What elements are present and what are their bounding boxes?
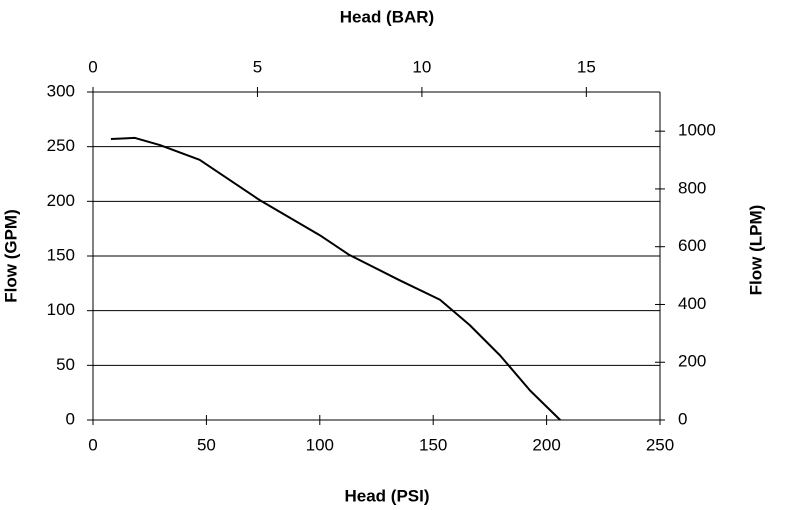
- y-tick-label: 300: [47, 81, 75, 100]
- x2-tick-label: 15: [577, 57, 596, 76]
- x-axis-title: Head (PSI): [344, 486, 429, 505]
- x2-tick-label: 10: [412, 57, 431, 76]
- y-axis-title: Flow (GPM): [1, 209, 20, 302]
- y2-tick-label: 1000: [678, 121, 716, 140]
- y2-tick-label: 200: [678, 352, 706, 371]
- x2-axis-title: Head (BAR): [340, 7, 434, 26]
- x-tick-label: 250: [646, 435, 674, 454]
- x-tick-label: 100: [306, 435, 334, 454]
- y-tick-label: 0: [66, 409, 75, 428]
- y2-tick-label: 600: [678, 236, 706, 255]
- x-tick-label: 0: [88, 435, 97, 454]
- y2-tick-label: 0: [678, 409, 687, 428]
- y2-tick-label: 400: [678, 294, 706, 313]
- x-tick-label: 50: [197, 435, 216, 454]
- y-tick-label: 150: [47, 245, 75, 264]
- x-tick-label: 200: [532, 435, 560, 454]
- flow-curve: [110, 136, 561, 421]
- y2-axis-title: Flow (LPM): [746, 205, 765, 296]
- y-tick-label: 250: [47, 136, 75, 155]
- y2-tick-label: 800: [678, 178, 706, 197]
- x2-tick-label: 5: [253, 57, 262, 76]
- y-tick-label: 200: [47, 191, 75, 210]
- y-tick-label: 50: [56, 355, 75, 374]
- y-tick-label: 100: [47, 300, 75, 319]
- x2-tick-label: 0: [88, 57, 97, 76]
- x-tick-label: 150: [419, 435, 447, 454]
